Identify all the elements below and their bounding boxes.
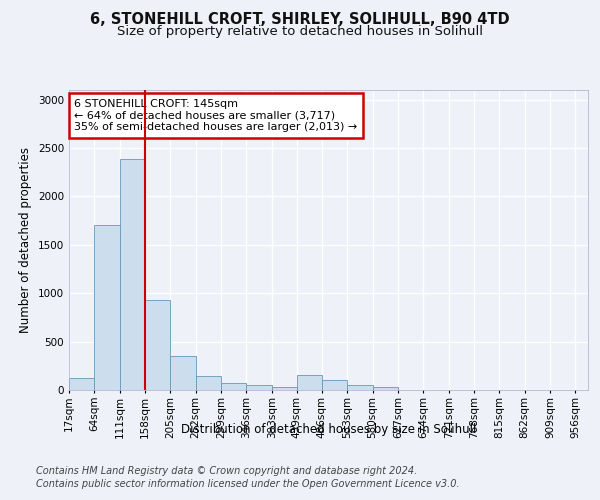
Bar (247, 385, 272, 390)
Bar (221, 382, 247, 390)
Bar (322, 380, 347, 390)
Bar (94, 226, 119, 390)
Bar (119, 158, 145, 390)
Text: Size of property relative to detached houses in Solihull: Size of property relative to detached ho… (117, 25, 483, 38)
Text: 6, STONEHILL CROFT, SHIRLEY, SOLIHULL, B90 4TD: 6, STONEHILL CROFT, SHIRLEY, SOLIHULL, B… (90, 12, 510, 28)
Bar (296, 376, 322, 390)
Text: Distribution of detached houses by size in Solihull: Distribution of detached houses by size … (181, 422, 476, 436)
Bar (272, 387, 297, 390)
Bar (170, 356, 196, 390)
Text: Contains HM Land Registry data © Crown copyright and database right 2024.: Contains HM Land Registry data © Crown c… (36, 466, 417, 476)
Bar (373, 387, 398, 390)
Bar (69, 378, 94, 390)
Bar (196, 376, 221, 390)
Text: 6 STONEHILL CROFT: 145sqm
← 64% of detached houses are smaller (3,717)
35% of se: 6 STONEHILL CROFT: 145sqm ← 64% of detac… (74, 99, 358, 132)
Bar (145, 300, 170, 390)
Text: Contains public sector information licensed under the Open Government Licence v3: Contains public sector information licen… (36, 479, 460, 489)
Y-axis label: Number of detached properties: Number of detached properties (19, 147, 32, 333)
Bar (347, 385, 373, 390)
